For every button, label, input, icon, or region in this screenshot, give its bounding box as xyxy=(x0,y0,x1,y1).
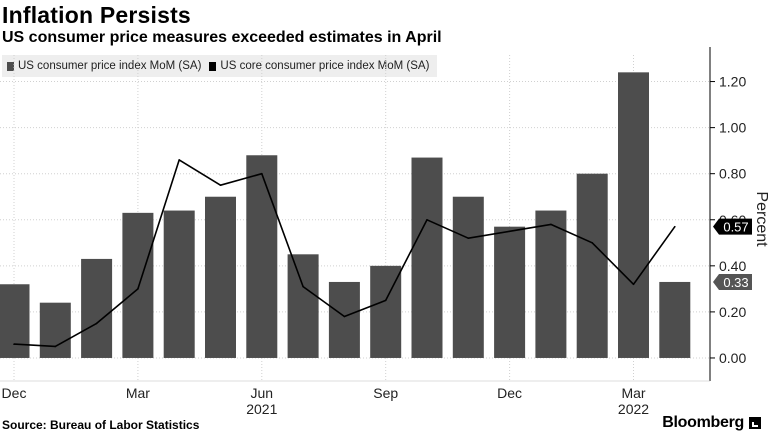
chart-subtitle: US consumer price measures exceeded esti… xyxy=(2,29,442,46)
bar xyxy=(39,302,71,358)
line-point xyxy=(591,241,593,244)
bar-end-label-bg xyxy=(713,273,752,290)
bar xyxy=(122,212,154,358)
legend-swatch-cpi xyxy=(7,61,14,71)
line-end-label: 0.57 xyxy=(723,220,748,235)
y-axis-title: Percent xyxy=(753,191,770,247)
line-point xyxy=(137,288,139,290)
line-point xyxy=(426,218,428,221)
line-point xyxy=(674,225,676,228)
bar xyxy=(0,284,30,358)
legend-swatch-core-cpi xyxy=(209,61,217,71)
line-point xyxy=(467,237,470,239)
chart-legend: US consumer price index MoM (SA) US core… xyxy=(2,55,438,77)
brand-logo: Bloomberg xyxy=(662,414,761,432)
source-note: Source: Bureau of Labor Statistics xyxy=(2,418,200,432)
bar xyxy=(535,210,567,358)
legend-label-cpi: US consumer price index MoM (SA) xyxy=(18,60,202,72)
legend-item-cpi: US consumer price index MoM (SA) xyxy=(7,60,201,72)
bar xyxy=(576,173,608,358)
bar xyxy=(452,196,484,358)
bar xyxy=(205,196,236,358)
line-point xyxy=(261,172,263,175)
legend-item-core-cpi: US core consumer price index MoM (SA) xyxy=(209,60,429,72)
y-tick-label: 0.00 xyxy=(719,350,746,366)
line-point xyxy=(219,184,222,187)
bloomberg-terminal-icon xyxy=(749,417,761,429)
line-end-label-bg xyxy=(713,218,752,235)
bar xyxy=(287,254,319,358)
x-year-label: 2022 xyxy=(618,401,649,417)
bar xyxy=(618,72,649,358)
brand-name: Bloomberg xyxy=(662,414,744,431)
bar xyxy=(246,155,278,358)
x-year-label: 2021 xyxy=(246,401,277,417)
chart-title: Inflation Persists xyxy=(2,2,191,28)
bar xyxy=(328,281,360,358)
bar xyxy=(494,226,526,358)
x-tick-label: Mar xyxy=(621,385,645,401)
y-tick-label: 0.80 xyxy=(719,166,746,182)
y-tick-label: 1.20 xyxy=(719,74,746,90)
line-point xyxy=(550,223,552,226)
line-point xyxy=(343,315,346,318)
line-point xyxy=(508,230,511,233)
legend-label-core-cpi: US core consumer price index MoM (SA) xyxy=(220,60,430,72)
bar xyxy=(163,210,195,358)
bar xyxy=(81,258,113,358)
x-tick-label: Sep xyxy=(373,385,398,401)
x-tick-label: Dec xyxy=(497,385,522,401)
line-point xyxy=(54,345,57,348)
bar xyxy=(411,157,443,358)
line-point xyxy=(95,322,98,325)
y-tick-label: 1.00 xyxy=(719,120,746,136)
x-tick-label: Mar xyxy=(126,385,150,401)
x-tick-label: Dec xyxy=(2,385,27,401)
y-tick-label: 0.20 xyxy=(719,304,746,320)
line-point xyxy=(384,299,387,302)
line-point xyxy=(302,285,304,288)
bar-end-label: 0.33 xyxy=(723,275,748,290)
line-point xyxy=(178,159,180,161)
bar xyxy=(659,281,691,358)
y-tick-label: 0.40 xyxy=(719,258,746,274)
line-point xyxy=(13,343,15,345)
x-tick-label: Jun xyxy=(251,385,274,401)
line-point xyxy=(632,283,635,286)
